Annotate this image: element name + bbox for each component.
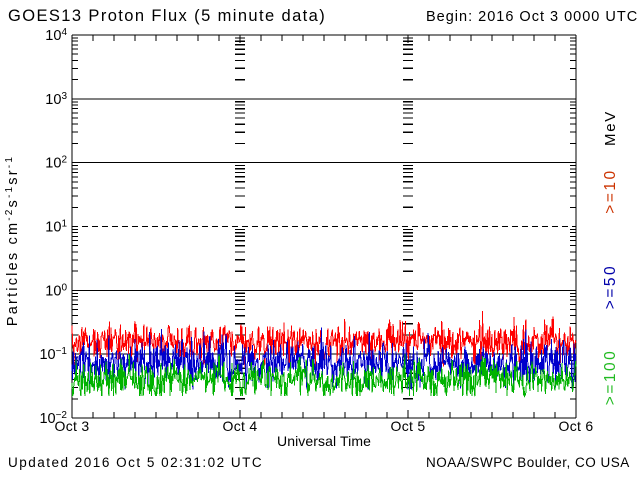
svg-text:Oct 4: Oct 4 [223, 418, 258, 434]
svg-text:NOAA/SWPC Boulder, CO USA: NOAA/SWPC Boulder, CO USA [426, 455, 630, 470]
svg-text:Particles cm-2s-1sr-1: Particles cm-2s-1sr-1 [4, 155, 22, 326]
svg-text:MeV: MeV [602, 110, 619, 146]
svg-text:Oct 3: Oct 3 [55, 418, 90, 434]
svg-text:Universal Time: Universal Time [277, 433, 371, 449]
svg-text:Updated 2016 Oct 5 02:31:02 U: Updated 2016 Oct 5 02:31:02 UTC [8, 455, 263, 470]
svg-text:GOES13 Proton Flux (5 minute d: GOES13 Proton Flux (5 minute data) [8, 7, 326, 25]
svg-text:Begin: 2016 Oct 3 0000 UTC: Begin: 2016 Oct 3 0000 UTC [426, 9, 638, 25]
svg-text:Oct 5: Oct 5 [391, 418, 426, 434]
svg-text:>=100: >=100 [602, 349, 619, 405]
svg-text:Oct 6: Oct 6 [559, 418, 594, 434]
svg-text:>=50: >=50 [602, 264, 619, 309]
svg-text:>=10: >=10 [602, 168, 619, 213]
